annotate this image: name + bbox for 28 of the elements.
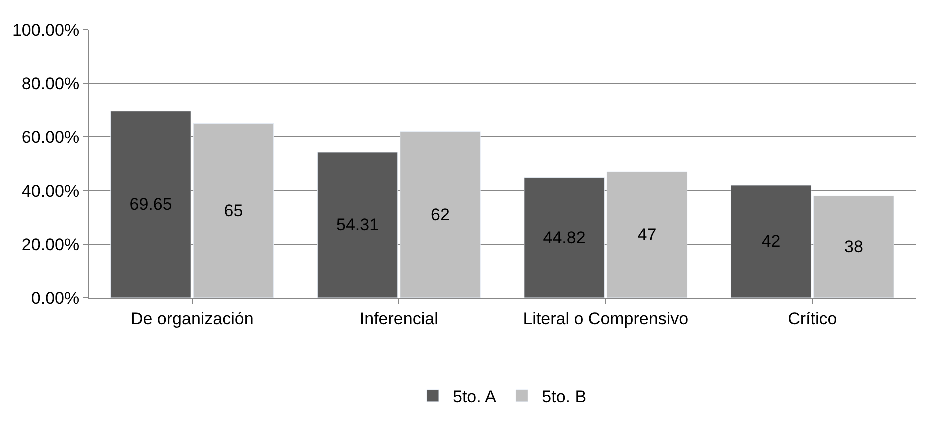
y-tick-label: 40.00% xyxy=(22,182,80,201)
data-label: 54.31 xyxy=(336,216,380,235)
data-label: 47 xyxy=(638,226,657,245)
x-tick-label: Literal o Comprensivo xyxy=(523,309,689,328)
legend-label: 5to. B xyxy=(542,388,587,407)
data-label: 62 xyxy=(431,205,450,224)
x-tick-label: Crítico xyxy=(788,309,838,328)
y-tick-label: 60.00% xyxy=(22,128,80,148)
data-label: 38 xyxy=(844,238,864,257)
x-tick-label: De organización xyxy=(130,309,254,328)
data-label: 42 xyxy=(762,232,781,252)
data-label: 69.65 xyxy=(130,195,172,214)
y-tick-label: 0.00% xyxy=(31,288,80,308)
legend-label: 5to. A xyxy=(453,388,498,407)
bar xyxy=(730,185,812,298)
y-tick-label: 100.00% xyxy=(12,20,80,40)
bar xyxy=(814,196,894,298)
bar xyxy=(193,124,274,298)
bar xyxy=(317,152,398,298)
bar xyxy=(110,111,192,298)
bar xyxy=(524,178,605,298)
data-label: 44.82 xyxy=(543,228,586,248)
bar xyxy=(400,132,481,298)
bar xyxy=(606,172,688,298)
data-label: 65 xyxy=(224,201,244,220)
x-tick-label: Inferencial xyxy=(360,309,438,328)
y-tick-label: 20.00% xyxy=(22,235,80,254)
y-tick-label: 80.00% xyxy=(22,74,80,94)
